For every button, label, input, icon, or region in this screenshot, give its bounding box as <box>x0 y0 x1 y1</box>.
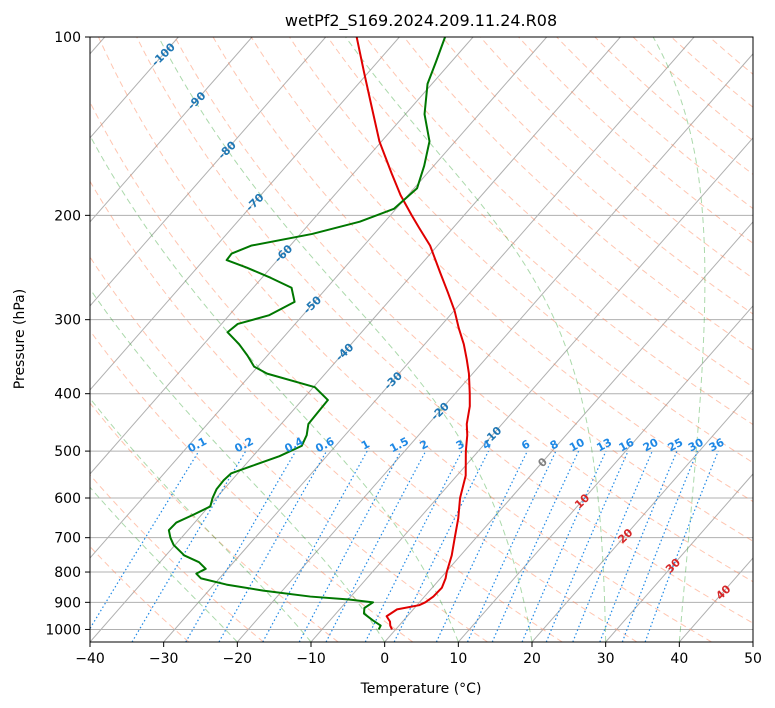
mixing-ratio-line <box>218 450 328 642</box>
dry-adiabat <box>212 37 753 542</box>
grid-layer <box>90 37 753 642</box>
isotherm-line <box>90 37 548 559</box>
dry-adiabat <box>136 37 753 624</box>
y-tick-label: 500 <box>54 444 81 460</box>
dry-adiabat <box>90 474 264 642</box>
isotherm-line <box>605 473 753 642</box>
moist-adiabat <box>158 37 533 642</box>
y-tick-label: 1000 <box>45 622 81 638</box>
x-tick-label: −30 <box>149 651 179 667</box>
isotherm-line <box>90 37 621 642</box>
isotherm-line <box>90 37 253 223</box>
y-axis: 100 200 300 400 500 600 700 800 900 1000 <box>45 30 90 638</box>
isotherm-line <box>90 37 474 475</box>
moist-adiabat <box>652 37 706 642</box>
x-tick-label: 0 <box>380 651 389 667</box>
isotherm-line <box>90 37 400 391</box>
y-tick-label: 400 <box>54 387 81 403</box>
mixing-ratio-line <box>298 450 402 642</box>
dry-adiabat <box>403 37 753 351</box>
temperature-profile <box>355 37 471 630</box>
x-axis: −40 −30 −20 −10 0 10 20 30 40 50 <box>75 642 762 667</box>
x-tick-label: 30 <box>597 651 615 667</box>
mixing-ratio-label: 30 <box>686 436 706 455</box>
moist-adiabat <box>90 486 238 642</box>
dry-adiabat <box>594 37 753 176</box>
y-tick-label: 300 <box>54 313 81 329</box>
y-tick-label: 800 <box>54 565 81 581</box>
dry-adiabat-layer <box>90 37 753 642</box>
dry-adiabat <box>90 101 638 642</box>
dry-adiabat <box>90 256 488 642</box>
y-tick-label: 100 <box>54 30 81 46</box>
mixing-ratio-line <box>521 450 607 642</box>
y-tick-label: 900 <box>54 595 81 611</box>
mixing-ratio-line <box>572 450 653 642</box>
x-tick-label: 40 <box>670 651 688 667</box>
mixing-ratio-line <box>621 450 699 642</box>
plot-frame <box>89 36 754 643</box>
dry-adiabat <box>90 329 414 642</box>
x-axis-title: Temperature (°C) <box>360 681 482 697</box>
mixing-ratio-line <box>644 450 719 642</box>
x-tick-label: 50 <box>744 651 762 667</box>
mixing-ratio-line <box>90 450 200 630</box>
isotherm-line <box>90 37 327 307</box>
y-axis-title: Pressure (hPa) <box>12 289 28 389</box>
isotherm-line <box>163 37 695 642</box>
mixing-ratio-label: 16 <box>617 436 637 455</box>
dry-adiabat <box>556 37 753 210</box>
mixing-ratio-label: 20 <box>641 436 661 455</box>
x-tick-label: −40 <box>75 651 105 667</box>
y-tick-label: 700 <box>54 531 81 547</box>
mixing-ratio-line <box>393 450 490 642</box>
chart-title: wetPf2_S169.2024.209.11.24.R08 <box>285 11 557 31</box>
dry-adiabat <box>98 37 712 642</box>
mixing-ratio-line <box>545 450 629 642</box>
dry-adiabat <box>250 37 753 503</box>
mixing-ratio-layer <box>90 450 719 642</box>
y-tick-label: 200 <box>54 208 81 224</box>
dry-adiabat <box>174 37 753 583</box>
moist-adiabat-layer <box>90 37 706 642</box>
isotherm-line <box>236 53 753 642</box>
mixing-ratio-label: 13 <box>594 436 614 455</box>
moist-adiabat <box>90 134 459 642</box>
x-tick-label: 10 <box>449 651 467 667</box>
isotherm-line <box>310 137 753 642</box>
mixing-ratio-line <box>262 450 368 642</box>
mixing-ratio-label: 10 <box>567 436 587 455</box>
mixing-ratio-label: 25 <box>666 436 686 455</box>
dry-adiabat <box>441 37 753 315</box>
dry-adiabat <box>289 37 753 464</box>
x-tick-label: 20 <box>523 651 541 667</box>
mixing-ratio-line <box>599 450 678 642</box>
x-tick-label: −20 <box>223 651 253 667</box>
y-tick-label: 600 <box>54 491 81 507</box>
isotherm-line <box>457 305 753 642</box>
mixing-ratio-line <box>364 450 463 642</box>
dewpoint-profile <box>167 37 447 630</box>
isotherm-line <box>384 221 753 642</box>
mixing-ratio-label: 36 <box>707 436 727 455</box>
profile-layer <box>167 37 471 630</box>
mixing-ratio-line <box>491 450 580 642</box>
moist-adiabat <box>345 37 607 642</box>
dry-adiabat <box>90 180 563 642</box>
dry-adiabat <box>327 37 753 426</box>
isotherm-line <box>531 389 753 642</box>
x-tick-label: −10 <box>296 651 326 667</box>
dry-adiabat <box>632 37 753 142</box>
plot-area <box>90 37 753 642</box>
